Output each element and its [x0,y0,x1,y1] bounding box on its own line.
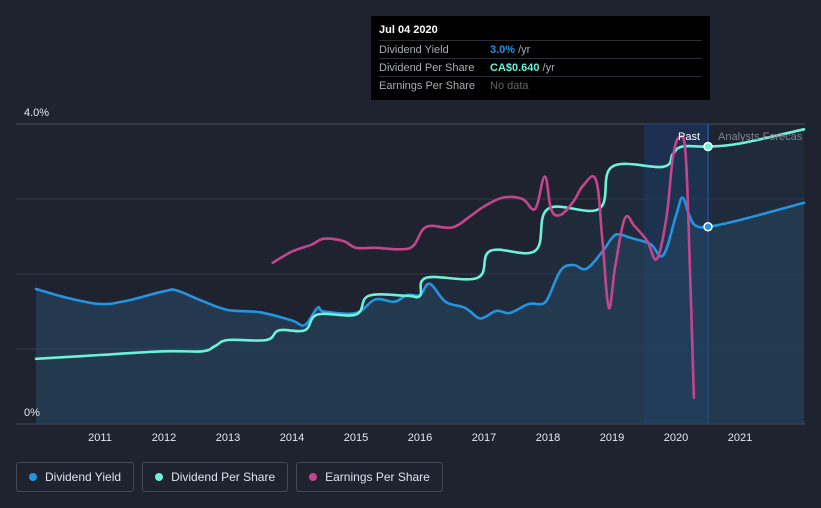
legend-dot-icon [29,473,37,481]
x-tick-label: 2014 [280,432,304,444]
hover-markers [703,141,713,232]
x-tick-label: 2018 [536,432,560,444]
point-marker [703,222,713,232]
tooltip-date: Jul 04 2020 [379,24,438,36]
tooltip-label: Earnings Per Share [379,79,475,92]
tooltip-row-dividend-per-share: Dividend Per Share CA$0.640 /yr [379,58,702,76]
tooltip-unit: /yr [542,61,555,74]
x-tick-label: 2013 [216,432,240,444]
y-tick-label: 4.0% [24,107,49,119]
legend-label: Earnings Per Share [325,470,430,484]
past-region-band [644,124,708,424]
x-tick-label: 2020 [664,432,688,444]
x-tick-label: 2015 [344,432,368,444]
legend-dot-icon [155,473,164,481]
series-areas [36,129,804,425]
legend-label: Dividend Yield [45,470,122,484]
tooltip-unit: /yr [518,43,531,56]
x-tick-label: 2016 [408,432,432,444]
x-tick-label: 2021 [728,432,752,444]
legend-item-dividend-per-share[interactable]: Dividend Per Share [142,462,289,492]
legend-dot-icon [309,473,318,481]
legend: Dividend Yield Dividend Per Share Earnin… [16,462,443,492]
line-earnings-per-share [271,134,696,400]
x-tick-label: 2017 [472,432,496,444]
past-label: Past [678,131,700,143]
x-axis: 2011 2012 2013 2014 2015 2016 2017 2018 2019 2020… [88,432,752,444]
legend-label: Dividend Per Share [171,470,276,484]
tooltip-value: No data [490,79,529,92]
legend-item-earnings-per-share[interactable]: Earnings Per Share [296,462,443,492]
tooltip-value: 3.0% [490,43,516,56]
y-axis: 4.0% 0% [24,107,49,419]
x-tick-label: 2011 [88,432,112,444]
tooltip: Jul 04 2020 Dividend Yield 3.0% /yr Divi… [371,16,710,100]
tooltip-label: Dividend Per Share [379,61,475,74]
tooltip-row-earnings-per-share: Earnings Per Share No data [379,76,702,94]
area-dividend-yield [36,197,804,424]
area-dividend-per-share [36,129,804,425]
line-dividend-yield [34,196,806,327]
point-marker [703,141,713,152]
legend-item-dividend-yield[interactable]: Dividend Yield [16,462,135,492]
forecast-label: Analysts Forecas [718,131,803,143]
tooltip-label: Dividend Yield [379,43,449,56]
series-lines [34,128,806,400]
tooltip-row-dividend-yield: Dividend Yield 3.0% /yr [379,40,702,58]
y-tick-label: 0% [24,407,40,419]
x-tick-label: 2012 [152,432,176,444]
x-tick-label: 2019 [600,432,624,444]
line-dividend-per-share [34,128,806,361]
past-region [644,124,709,424]
tooltip-value: CA$0.640 [490,61,540,74]
